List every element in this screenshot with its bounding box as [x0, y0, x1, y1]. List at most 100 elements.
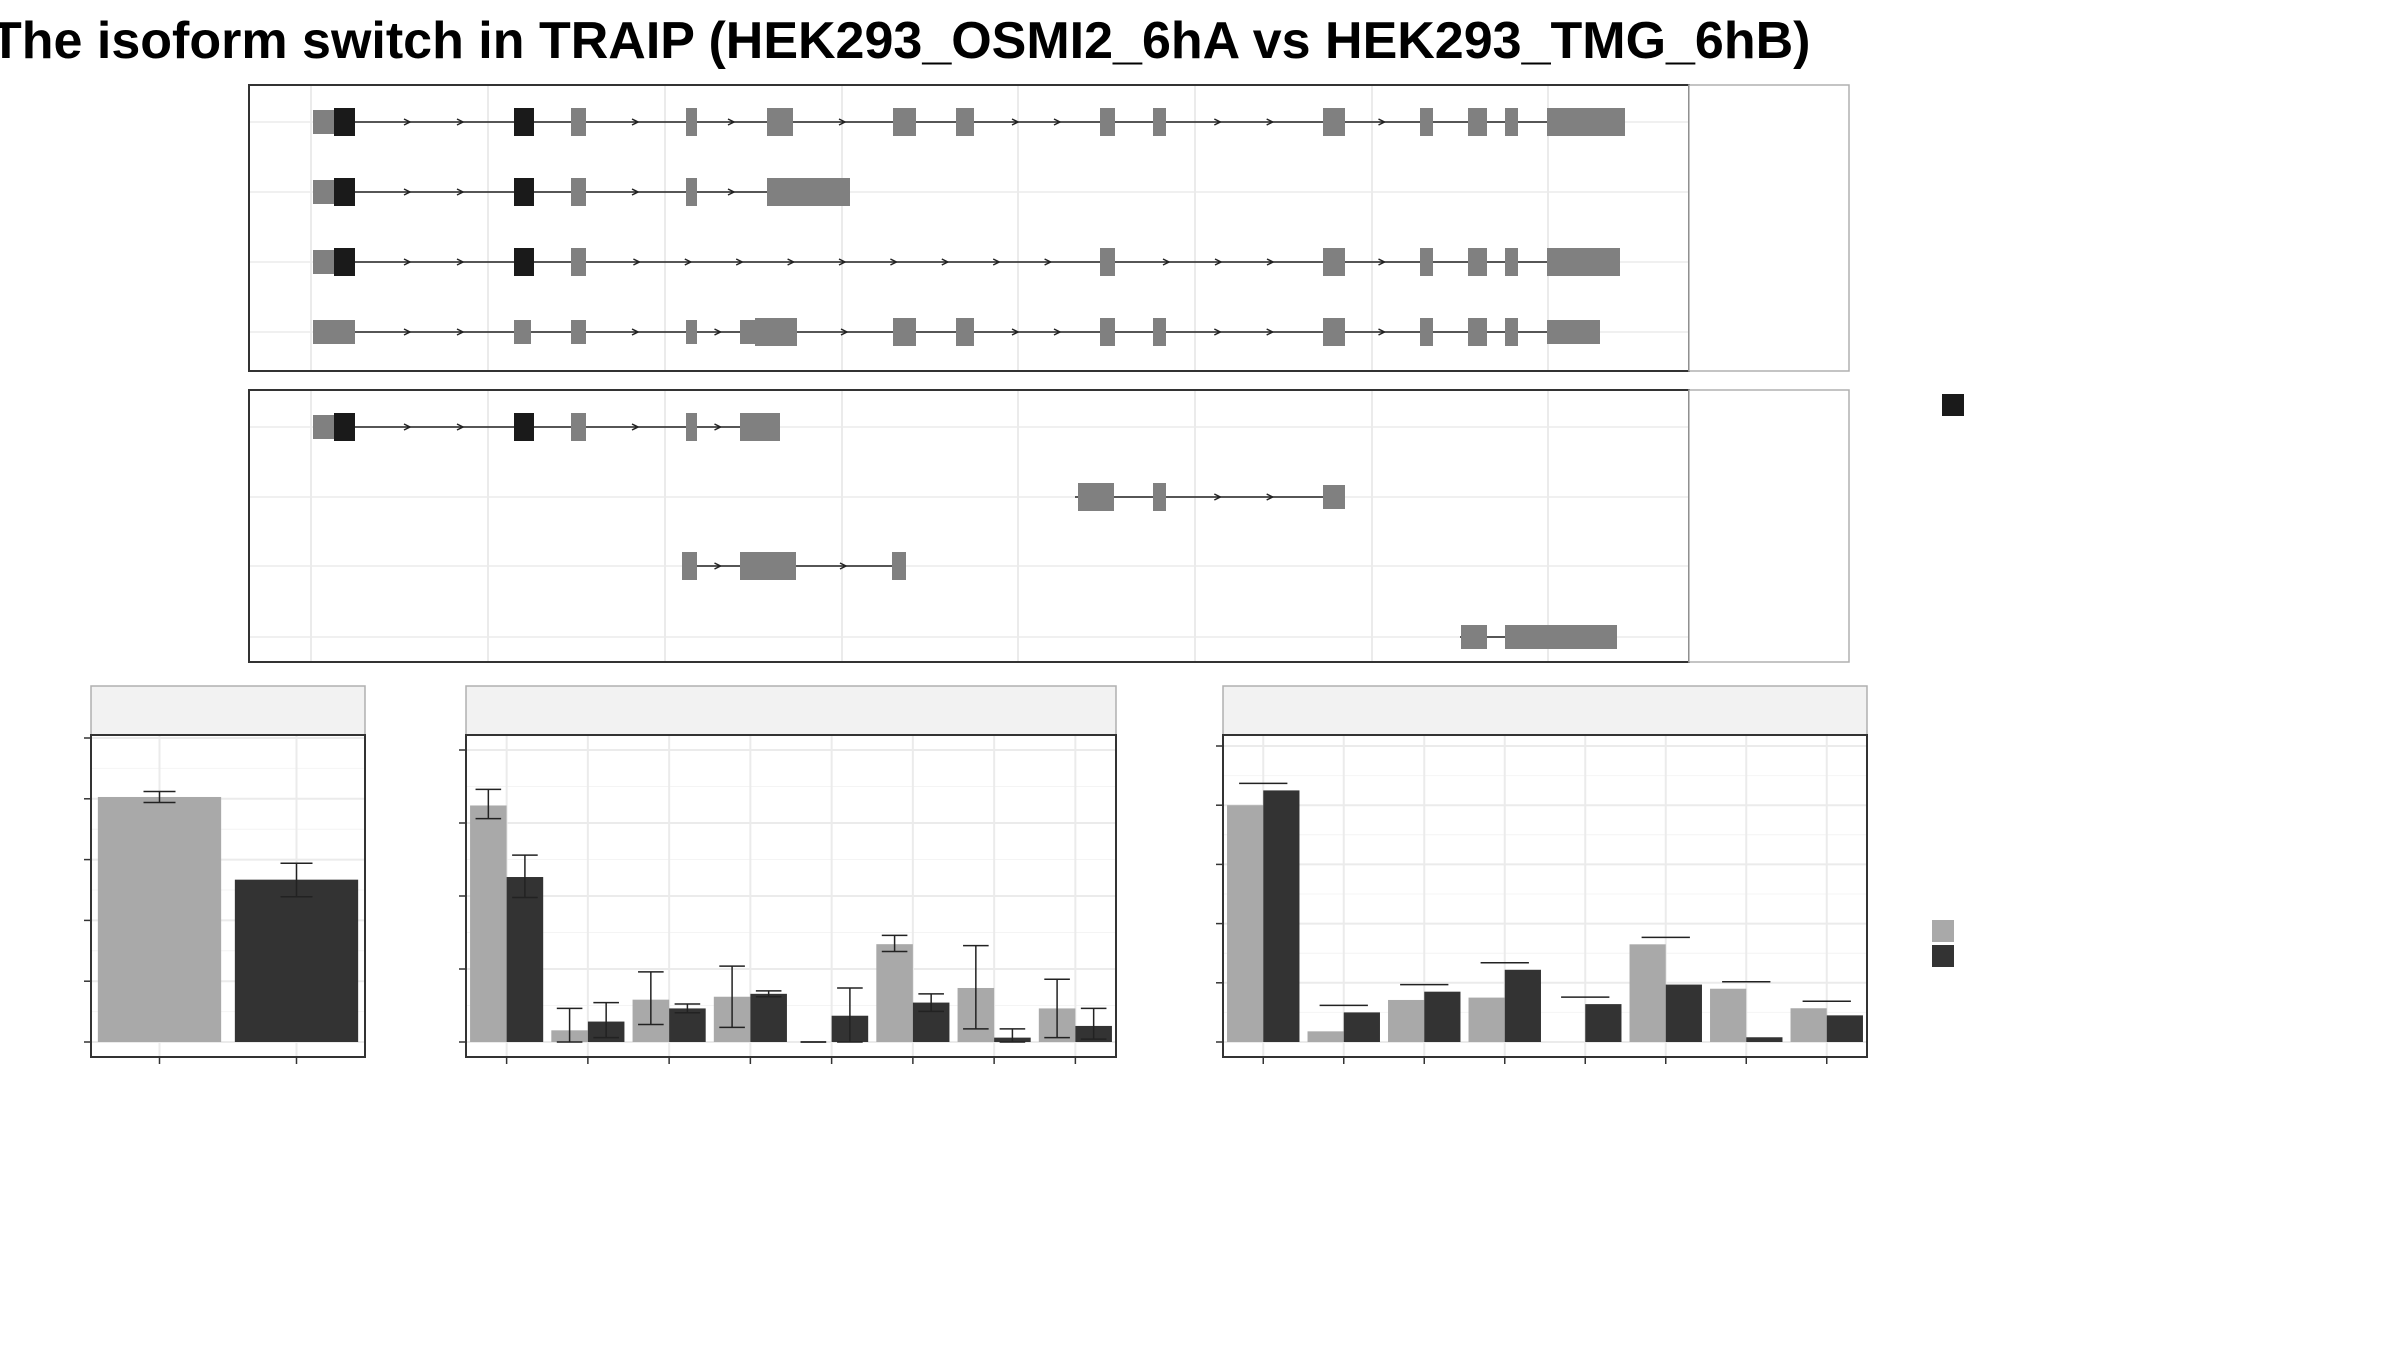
- intron-arrow: [456, 118, 465, 126]
- exon: [1323, 248, 1345, 276]
- exon: [767, 108, 793, 136]
- intron-arrow: [1266, 118, 1275, 126]
- exon: [686, 178, 697, 206]
- intron-arrow: [456, 328, 465, 336]
- intron-arrow: [1213, 493, 1223, 501]
- bar: [1629, 944, 1666, 1042]
- exon: [1505, 108, 1518, 136]
- domain-legend: [1942, 394, 1964, 416]
- bar: [1710, 988, 1747, 1042]
- intron-arrow: [941, 258, 950, 266]
- exon: [1153, 318, 1166, 346]
- intron-arrow: [403, 258, 412, 266]
- plot-border: [90, 734, 366, 1058]
- exon: [956, 108, 974, 136]
- exon: [788, 178, 850, 206]
- intron-arrow: [1044, 258, 1053, 266]
- intron-arrow: [714, 328, 723, 336]
- intron-arrow: [890, 258, 899, 266]
- exon: [755, 318, 797, 346]
- transcript-row: [682, 552, 906, 580]
- intron-arrow: [1378, 328, 1387, 336]
- transcript-row: [1460, 625, 1617, 649]
- intron-arrow: [631, 328, 640, 336]
- intron-arrow: [1011, 118, 1020, 126]
- domain-exon: [514, 413, 534, 441]
- exon: [893, 108, 916, 136]
- intron-arrow: [1378, 118, 1387, 126]
- bar: [1585, 1004, 1622, 1042]
- intron-arrow: [456, 188, 465, 196]
- bar: [876, 944, 913, 1042]
- exon: [1468, 318, 1487, 346]
- panel-strip: [1688, 389, 1850, 663]
- intron-arrow: [1213, 118, 1223, 126]
- bar: [750, 993, 787, 1042]
- domain-exon: [334, 178, 355, 206]
- exon: [1323, 108, 1345, 136]
- exon: [1468, 248, 1487, 276]
- intron-arrow: [631, 188, 640, 196]
- exon: [1468, 108, 1487, 136]
- exon: [740, 320, 756, 344]
- intron-arrow: [631, 423, 640, 431]
- intron-arrow: [1053, 118, 1062, 126]
- bar: [470, 805, 507, 1042]
- exon: [1153, 483, 1166, 511]
- exon: [1323, 318, 1345, 346]
- chart-strip: [1222, 685, 1868, 736]
- intron-arrow: [403, 328, 412, 336]
- chart-strip: [90, 685, 366, 736]
- structure-panel-non-coding: [248, 389, 1850, 663]
- intron-arrow: [1266, 258, 1275, 266]
- bar: [1746, 1037, 1783, 1042]
- intron-arrow: [838, 258, 847, 266]
- bar: [1665, 984, 1702, 1042]
- bar: [1227, 805, 1264, 1042]
- exon: [956, 318, 974, 346]
- condition-legend-key: [1932, 920, 1954, 942]
- transcript-row: [313, 318, 1600, 346]
- exon: [1505, 318, 1518, 346]
- exon: [686, 320, 697, 344]
- exon: [571, 320, 586, 344]
- condition-legend-key: [1932, 945, 1954, 967]
- exon: [1078, 483, 1114, 511]
- intron-arrow: [456, 423, 465, 431]
- intron-arrow: [727, 188, 736, 196]
- transcript-row: [313, 248, 1620, 276]
- domain-exon: [334, 108, 355, 136]
- exon: [571, 108, 586, 136]
- exon: [571, 248, 586, 276]
- exon: [686, 413, 697, 441]
- domain-legend-key: [1942, 394, 1964, 416]
- intron-arrow: [631, 118, 640, 126]
- isoform-usage-chart: [1216, 685, 1868, 1064]
- intron-arrow: [838, 118, 847, 126]
- intron-arrow: [456, 258, 465, 266]
- bar: [234, 879, 359, 1042]
- domain-exon: [334, 248, 355, 276]
- exon: [1100, 248, 1115, 276]
- plot-border: [465, 734, 1117, 1058]
- exon: [682, 552, 697, 580]
- exon: [1547, 248, 1620, 276]
- intron-arrow: [1213, 328, 1223, 336]
- intron-arrow: [1378, 258, 1387, 266]
- bar: [1468, 997, 1505, 1042]
- intron-arrow: [727, 118, 736, 126]
- intron-arrow: [1266, 493, 1275, 501]
- intron-arrow: [1053, 328, 1062, 336]
- gene-expression-chart: [84, 685, 366, 1064]
- panel-strip: [1688, 84, 1850, 372]
- exon: [313, 320, 355, 344]
- exon: [740, 413, 780, 441]
- bar: [97, 796, 222, 1042]
- intron-arrow: [403, 188, 412, 196]
- intron-arrow: [839, 562, 848, 570]
- exon: [1323, 485, 1345, 509]
- structure-panel-coding: [248, 84, 1850, 372]
- intron-arrow: [684, 258, 693, 266]
- transcript-row: [313, 413, 780, 441]
- exon: [1420, 318, 1433, 346]
